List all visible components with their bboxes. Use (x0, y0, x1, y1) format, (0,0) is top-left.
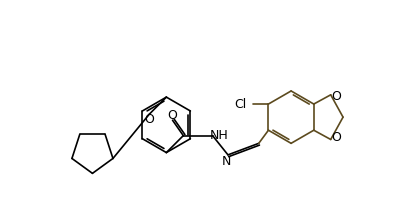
Text: O: O (331, 131, 341, 144)
Text: O: O (145, 113, 155, 126)
Text: O: O (331, 90, 341, 103)
Text: N: N (222, 155, 231, 168)
Text: NH: NH (209, 129, 228, 142)
Text: O: O (168, 109, 178, 122)
Text: Cl: Cl (235, 97, 247, 111)
